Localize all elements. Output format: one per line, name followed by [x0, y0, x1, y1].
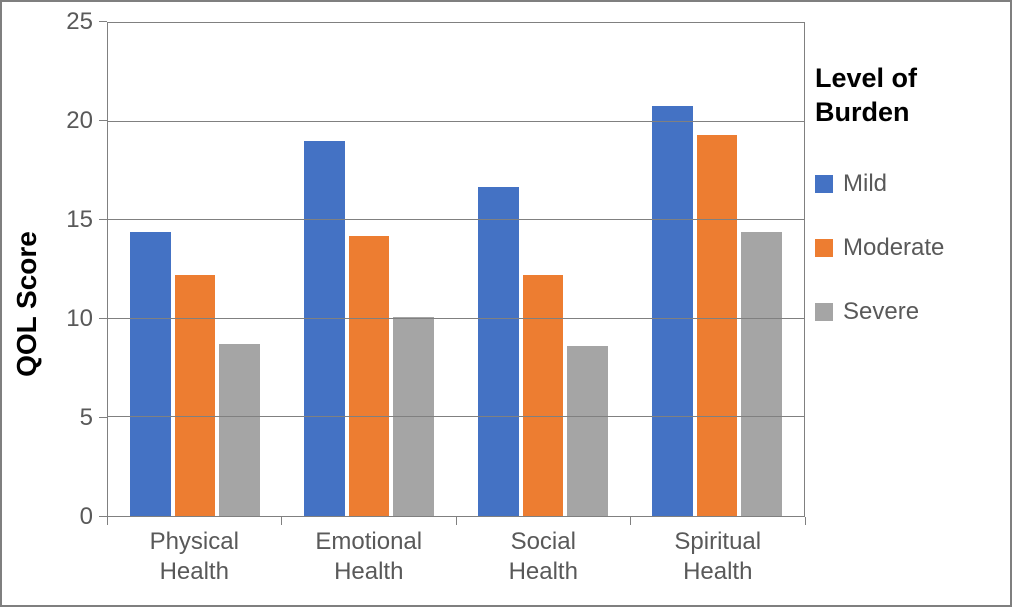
gridline [108, 318, 804, 319]
bar-group [456, 23, 630, 516]
chart-frame: QOL Score 0 5 10 15 20 25 PhysicalHealthEmoti… [0, 0, 1012, 607]
y-tick-mark [99, 219, 107, 220]
x-tick-mark [281, 517, 282, 525]
y-tick-label: 20 [66, 107, 93, 135]
bar [219, 344, 260, 516]
bar [697, 135, 738, 516]
bar [130, 232, 171, 516]
y-tick-mark [99, 417, 107, 418]
y-tick-label: 10 [66, 305, 93, 333]
y-tick-label: 25 [66, 8, 93, 36]
x-tick-mark [805, 517, 806, 525]
legend-item: Mild [815, 170, 1000, 198]
legend-label: Mild [843, 170, 887, 198]
bar [652, 106, 693, 516]
x-tick-mark [630, 517, 631, 525]
y-tick-mark [99, 120, 107, 121]
bar [349, 236, 390, 516]
plot-with-ticks: 0510152025 [52, 22, 805, 517]
gridline [108, 121, 804, 122]
x-tick-marks [107, 517, 805, 525]
bar-group [108, 23, 282, 516]
bar [523, 275, 564, 516]
x-tick-mark [107, 517, 108, 525]
y-axis-label-container: QOL Score [2, 2, 52, 605]
legend-label: Severe [843, 298, 919, 326]
bar [478, 187, 519, 516]
bar-group [282, 23, 456, 516]
x-axis-labels: PhysicalHealthEmotionalHealthSocialHealt… [52, 527, 805, 605]
y-tick-mark [99, 21, 107, 22]
legend-title: Level of Burden [815, 62, 1000, 130]
legend-items: Mild Moderate Severe [815, 170, 1000, 326]
y-tick-label: 0 [80, 503, 93, 531]
plot-column: 0 5 10 15 20 25 PhysicalHealthEmotionalHealth… [52, 2, 805, 605]
legend-item: Severe [815, 298, 1000, 326]
x-axis-label: SocialHealth [456, 527, 631, 587]
legend-swatch [815, 175, 833, 193]
bars-layer [108, 23, 804, 516]
bar [741, 232, 782, 516]
bar [175, 275, 216, 516]
y-tick-label: 5 [80, 404, 93, 432]
legend: Level of Burden Mild Moderate Severe [805, 2, 1010, 605]
legend-swatch [815, 303, 833, 321]
x-tick-mark [456, 517, 457, 525]
legend-swatch [815, 239, 833, 257]
bar [567, 346, 608, 516]
x-axis-label: PhysicalHealth [107, 527, 282, 587]
bar-group [630, 23, 804, 516]
y-axis-label: QOL Score [11, 231, 43, 377]
legend-label: Moderate [843, 234, 944, 262]
bar [304, 141, 345, 516]
legend-item: Moderate [815, 234, 1000, 262]
y-axis-ticks: 0510152025 [52, 22, 107, 517]
y-tick-mark [99, 318, 107, 319]
x-axis-label: SpiritualHealth [631, 527, 806, 587]
gridline [108, 416, 804, 417]
x-tick-marks-row [52, 517, 805, 525]
x-axis-label: EmotionalHealth [282, 527, 457, 587]
y-tick-label: 15 [66, 206, 93, 234]
gridline [108, 219, 804, 220]
plot-area [107, 22, 805, 517]
